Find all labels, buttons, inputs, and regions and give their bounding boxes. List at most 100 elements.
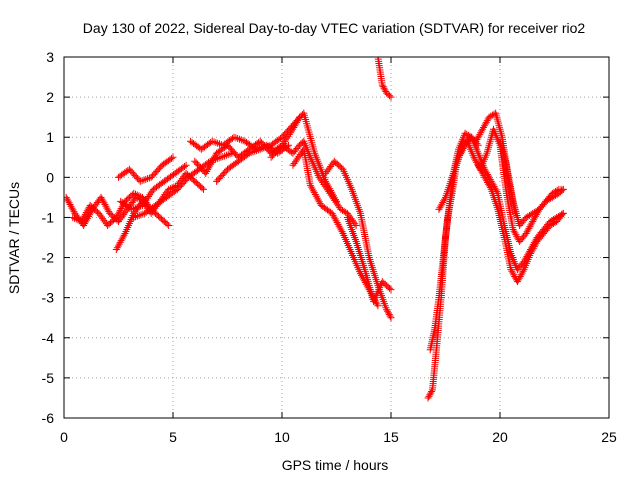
data-point xyxy=(128,205,136,213)
data-point xyxy=(64,197,72,205)
data-point xyxy=(387,286,395,294)
data-point xyxy=(206,162,214,170)
data-point xyxy=(486,184,494,192)
data-point xyxy=(265,142,273,150)
data-point xyxy=(165,221,173,229)
axis-ticks xyxy=(63,56,610,419)
data-point xyxy=(69,213,77,221)
data-point xyxy=(289,161,297,169)
data-point xyxy=(204,166,212,174)
data-point xyxy=(215,154,223,162)
data-point xyxy=(315,198,323,206)
data-point xyxy=(380,84,388,92)
data-point xyxy=(181,162,189,170)
data-point xyxy=(328,193,336,201)
data-point xyxy=(129,205,137,213)
data-point xyxy=(211,153,219,161)
data-point xyxy=(214,139,222,147)
data-point xyxy=(112,213,120,221)
data-point xyxy=(333,219,341,227)
data-point xyxy=(262,143,270,151)
data-point xyxy=(336,224,344,232)
data-point xyxy=(334,202,342,210)
data-point xyxy=(239,137,247,145)
data-point xyxy=(331,197,339,205)
data-point xyxy=(103,204,111,212)
data-point xyxy=(113,212,121,220)
data-point xyxy=(332,198,340,206)
plot-area-frame xyxy=(63,56,610,419)
data-point xyxy=(200,185,208,193)
data-point xyxy=(138,177,146,185)
data-point xyxy=(254,146,262,154)
data-point xyxy=(247,149,255,157)
y-tick-label: -5 xyxy=(42,370,55,386)
data-point xyxy=(72,215,80,223)
data-point xyxy=(282,136,290,144)
data-point xyxy=(145,192,153,200)
data-point xyxy=(202,169,210,177)
data-point xyxy=(330,195,338,203)
data-point xyxy=(102,202,110,210)
data-point xyxy=(140,176,148,184)
data-point xyxy=(210,155,218,163)
data-point xyxy=(310,189,318,197)
data-point xyxy=(140,200,148,208)
data-point xyxy=(209,157,217,165)
y-tick-label: -6 xyxy=(42,410,55,426)
data-point xyxy=(424,394,432,402)
data-point xyxy=(384,307,392,315)
grid-lines xyxy=(64,57,609,418)
x-tick-label: 10 xyxy=(274,429,290,445)
data-point xyxy=(232,134,240,142)
data-point xyxy=(115,208,123,216)
data-point xyxy=(387,314,395,322)
series-track-19 xyxy=(474,161,567,286)
data-point xyxy=(142,175,150,183)
data-point xyxy=(169,153,177,161)
data-point xyxy=(230,133,238,141)
data-point xyxy=(325,188,333,196)
data-point xyxy=(337,226,345,234)
data-point xyxy=(381,86,389,94)
data-point xyxy=(98,195,106,203)
data-point xyxy=(315,173,323,181)
data-point xyxy=(210,138,218,146)
data-point xyxy=(80,212,88,220)
data-point xyxy=(332,217,340,225)
data-point xyxy=(147,189,155,197)
data-point xyxy=(117,237,125,245)
data-point xyxy=(293,156,301,164)
data-point xyxy=(64,193,70,201)
data-point xyxy=(374,302,382,310)
data-point xyxy=(426,391,434,399)
data-point xyxy=(69,206,77,214)
data-point xyxy=(379,83,387,91)
data-point xyxy=(359,275,367,283)
data-point xyxy=(386,284,394,292)
data-point xyxy=(208,158,216,166)
data-point xyxy=(117,205,125,213)
data-point xyxy=(384,309,392,317)
data-point xyxy=(387,93,395,101)
data-point xyxy=(136,177,144,185)
data-point xyxy=(217,153,225,161)
data-point xyxy=(249,148,257,156)
y-tick-label: -2 xyxy=(42,250,55,266)
y-tick-label: -4 xyxy=(42,330,55,346)
data-point xyxy=(383,306,391,314)
data-point xyxy=(139,210,147,218)
data-point xyxy=(327,191,335,199)
data-point xyxy=(311,190,319,198)
data-point xyxy=(237,136,245,144)
data-point xyxy=(291,158,299,166)
x-tick-label: 25 xyxy=(601,429,617,445)
data-point xyxy=(319,179,327,187)
data-point xyxy=(428,388,436,396)
data-point xyxy=(263,143,271,151)
data-point xyxy=(97,193,105,201)
data-point xyxy=(334,220,342,228)
data-point xyxy=(146,191,154,199)
data-point xyxy=(163,220,171,228)
